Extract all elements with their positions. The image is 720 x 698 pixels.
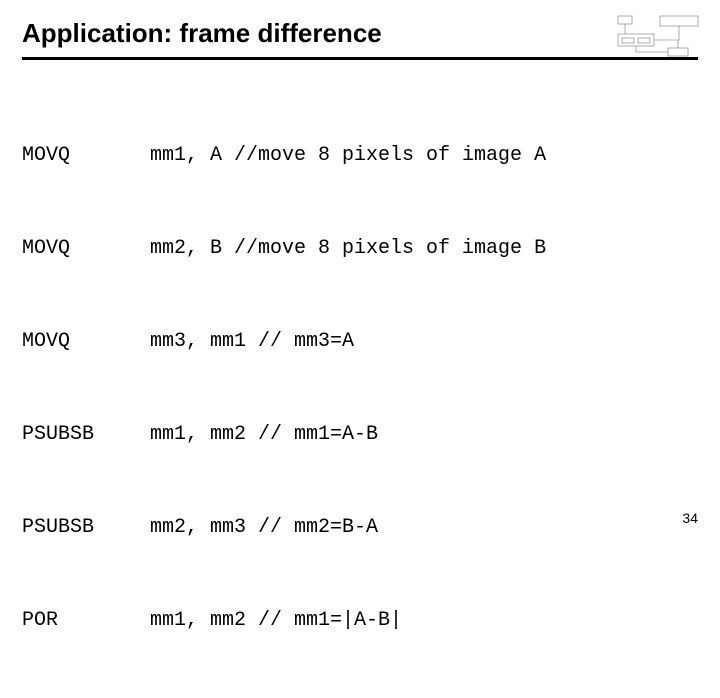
slide: Application: frame difference MOVQmm1, A… bbox=[0, 0, 720, 540]
operands: mm1, A //move 8 pixels of image A bbox=[150, 140, 546, 171]
code-row: PORmm1, mm2 // mm1=|A-B| bbox=[22, 605, 698, 636]
operands: mm1, mm2 // mm1=|A-B| bbox=[150, 605, 402, 636]
architecture-icon bbox=[616, 14, 702, 60]
operands: mm2, B //move 8 pixels of image B bbox=[150, 233, 546, 264]
code-row: MOVQmm1, A //move 8 pixels of image A bbox=[22, 140, 698, 171]
code-block: MOVQmm1, A //move 8 pixels of image A MO… bbox=[22, 78, 698, 698]
opcode: MOVQ bbox=[22, 140, 150, 171]
operands: mm3, mm1 // mm3=A bbox=[150, 326, 354, 357]
page-number: 34 bbox=[682, 510, 698, 526]
title-rule bbox=[22, 57, 698, 60]
code-row: PSUBSBmm1, mm2 // mm1=A-B bbox=[22, 419, 698, 450]
opcode: PSUBSB bbox=[22, 512, 150, 543]
opcode: POR bbox=[22, 605, 150, 636]
slide-title: Application: frame difference bbox=[22, 18, 698, 49]
opcode: PSUBSB bbox=[22, 419, 150, 450]
operands: mm2, mm3 // mm2=B-A bbox=[150, 512, 378, 543]
code-row: MOVQmm3, mm1 // mm3=A bbox=[22, 326, 698, 357]
opcode: MOVQ bbox=[22, 233, 150, 264]
code-row: MOVQmm2, B //move 8 pixels of image B bbox=[22, 233, 698, 264]
opcode: MOVQ bbox=[22, 326, 150, 357]
operands: mm1, mm2 // mm1=A-B bbox=[150, 419, 378, 450]
code-row: PSUBSBmm2, mm3 // mm2=B-A bbox=[22, 512, 698, 543]
